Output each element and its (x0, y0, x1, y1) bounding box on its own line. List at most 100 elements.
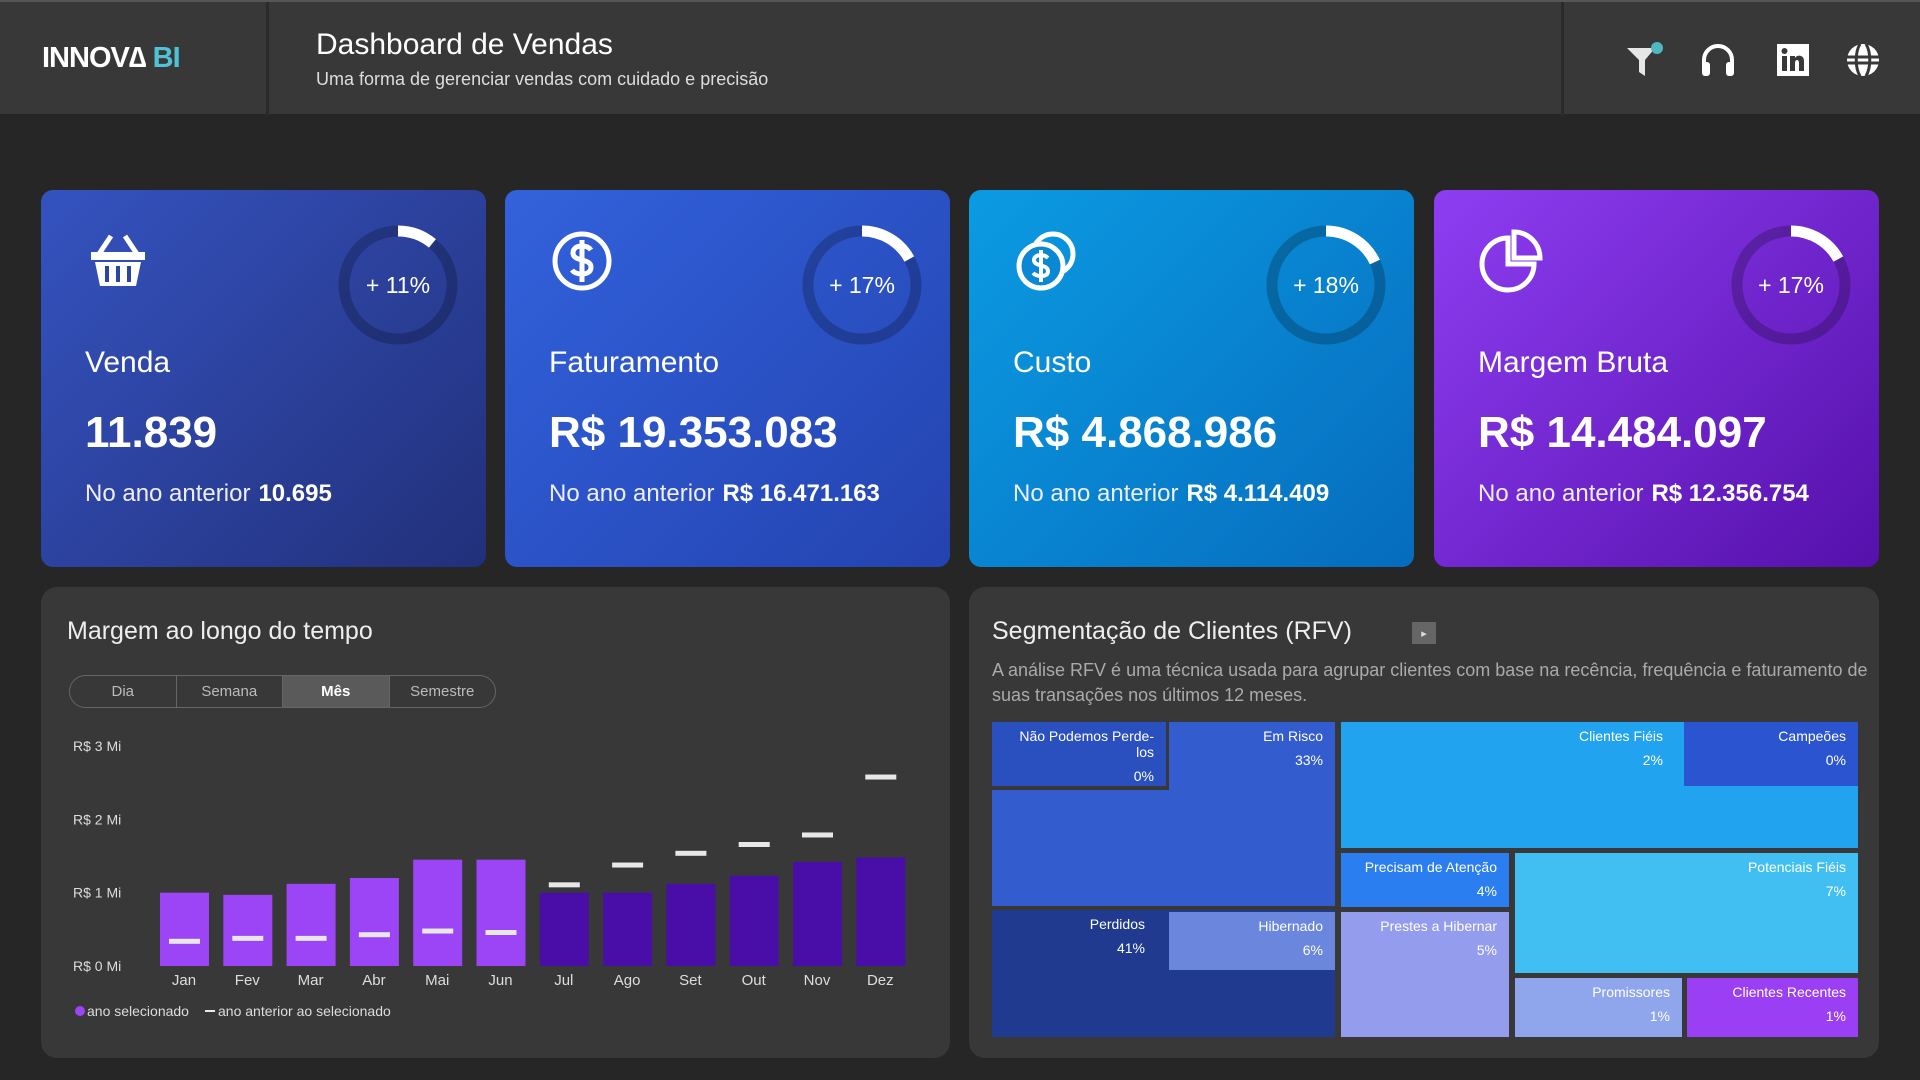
bar-Jun[interactable] (476, 859, 526, 966)
kpi-previous: No ano anterior R$ 16.471.163 (549, 480, 880, 507)
legend-label: ano anterior ao selecionado (218, 1003, 391, 1019)
kpi-card-2: + 18% Custo R$ 4.868.986 No ano anterior… (969, 190, 1414, 567)
headset-icon[interactable] (1698, 40, 1738, 80)
kpi-card-3: + 17% Margem Bruta R$ 14.484.097 No ano … (1434, 190, 1879, 567)
segment-percent: 0% (1133, 768, 1154, 784)
bar-Out[interactable] (729, 875, 779, 966)
rfv-panel-title: Segmentação de Clientes (RFV) (992, 617, 1352, 645)
y-tick-label: R$ 0 Mi (73, 958, 121, 974)
legend-swatch-previous (205, 1010, 215, 1012)
x-tick-label: Fev (235, 972, 261, 989)
kpi-previous: No ano anterior R$ 4.114.409 (1013, 480, 1330, 507)
segment-percent: 7% (1825, 883, 1846, 899)
segment-name: Em Risco (1263, 728, 1323, 744)
filter-icon[interactable] (1625, 40, 1665, 80)
segment-percent: 33% (1294, 752, 1323, 768)
kpi-label: Custo (1013, 346, 1092, 379)
margin-chart: R$ 0 Mi R$ 1 Mi R$ 2 Mi R$ 3 Mi Jan Fev Mar Abr… (73, 738, 906, 1019)
segment-percent: 5% (1476, 942, 1497, 958)
prev-year-marker-Set (675, 850, 707, 856)
rfv-segment[interactable]: Precisam de Atenção 4% (1341, 853, 1509, 907)
change-percent: + 11% (365, 271, 431, 298)
bar-Jan[interactable] (160, 892, 209, 966)
pie-chart-icon (1479, 229, 1543, 293)
x-tick-label: Nov (804, 972, 831, 989)
bar-Jul[interactable] (539, 892, 589, 966)
bar-Fev[interactable] (223, 894, 273, 966)
kpi-value: 11.839 (85, 408, 218, 457)
x-tick-label: Jul (554, 972, 573, 989)
bar-Abr[interactable] (349, 878, 399, 966)
progress-ring (1731, 225, 1851, 345)
rfv-segment[interactable]: Campeões 0% (1684, 722, 1858, 786)
x-tick-label: Ago (614, 972, 641, 989)
rfv-segment[interactable]: Potenciais Fiéis 7% (1515, 853, 1858, 973)
segment-name: Campeões (1778, 728, 1846, 744)
prev-year-marker-Jun (485, 930, 517, 935)
segment-name: Hibernado (1258, 918, 1323, 934)
change-percent: + 17% (1758, 271, 1824, 298)
page-title: Dashboard de Vendas (316, 28, 613, 61)
segment-name: Clientes Recentes (1732, 984, 1846, 1000)
rfv-segment[interactable]: Hibernado 6% (1169, 912, 1335, 970)
segment-name: Não Podemos Perde-los (1019, 728, 1154, 760)
x-tick-label: Dez (867, 972, 894, 989)
x-tick-label: Jan (172, 972, 196, 989)
kpi-value: R$ 4.868.986 (1013, 408, 1278, 457)
kpi-previous: No ano anterior R$ 12.356.754 (1478, 480, 1809, 507)
x-tick-label: Abr (362, 972, 385, 989)
segment-name: Promissores (1592, 984, 1670, 1000)
kpi-card-0: + 11% Venda 11.839 No ano anterior 10.695 (41, 190, 486, 567)
segment-name: Clientes Fiéis (1578, 728, 1663, 744)
kpi-label: Margem Bruta (1478, 346, 1669, 379)
rfv-segment[interactable]: Prestes a Hibernar 5% (1341, 912, 1509, 1037)
segment-name: Precisam de Atenção (1364, 859, 1497, 875)
prev-year-marker-Out (738, 842, 770, 847)
prev-year-marker-Nov (802, 832, 833, 838)
globe-icon[interactable] (1843, 40, 1883, 80)
dollar-circle-icon (552, 231, 612, 291)
tab-mes[interactable]: Mês (283, 676, 390, 707)
y-tick-label: R$ 2 Mi (73, 811, 121, 827)
y-tick-label: R$ 1 Mi (73, 885, 121, 901)
x-tick-label: Out (742, 972, 767, 989)
bar-Mar[interactable] (286, 883, 336, 966)
margin-panel-title: Margem ao longo do tempo (67, 617, 373, 645)
tab-semana[interactable]: Semana (177, 676, 283, 707)
kpi-card-1: + 17% Faturamento R$ 19.353.083 No ano a… (505, 190, 950, 567)
period-selector: Dia Semana Mês Semestre (69, 675, 496, 708)
tab-semestre[interactable]: Semestre (410, 683, 475, 700)
kpi-previous: No ano anterior 10.695 (85, 480, 332, 507)
prev-year-marker-Ago (612, 862, 644, 868)
bar-Ago[interactable] (603, 892, 653, 966)
bar-Nov[interactable] (793, 861, 842, 966)
bar-Set[interactable] (666, 883, 716, 966)
segment-name: Perdidos (1089, 916, 1145, 932)
margin-panel (41, 587, 950, 1058)
rfv-segment[interactable]: Em Risco 33% (992, 722, 1335, 906)
rfv-segment[interactable]: Não Podemos Perde-los 0% (992, 722, 1166, 786)
rfv-segment[interactable]: Promissores 1% (1515, 978, 1682, 1037)
bar-Mai[interactable] (413, 859, 463, 966)
divider (266, 2, 269, 116)
play-button[interactable]: ▸ (1412, 622, 1436, 644)
segment-name: Prestes a Hibernar (1380, 918, 1497, 934)
header: INNOV∆ BI Dashboard de Vendas Uma forma … (0, 0, 1920, 116)
logo: INNOV∆ BI (42, 42, 181, 74)
prev-year-marker-Mar (295, 935, 327, 941)
tab-dia[interactable]: Dia (70, 676, 177, 707)
kpi-label: Faturamento (549, 346, 720, 379)
linkedin-icon[interactable] (1773, 40, 1813, 80)
basket-icon (91, 234, 145, 286)
legend-label: ano selecionado (87, 1003, 189, 1019)
segment-percent: 1% (1649, 1008, 1670, 1024)
rfv-segment[interactable]: Clientes Recentes 1% (1687, 978, 1858, 1037)
prev-year-marker-Fev (232, 935, 264, 941)
prev-year-marker-Jul (548, 882, 580, 888)
segment-percent: 41% (1116, 940, 1145, 956)
bar-Dez[interactable] (856, 857, 906, 966)
rfv-description: A análise RFV é uma técnica usada para a… (992, 660, 1868, 705)
prev-year-marker-Mai (422, 928, 454, 934)
prev-year-marker-Dez (865, 774, 897, 780)
segment-name: Potenciais Fiéis (1747, 859, 1846, 875)
